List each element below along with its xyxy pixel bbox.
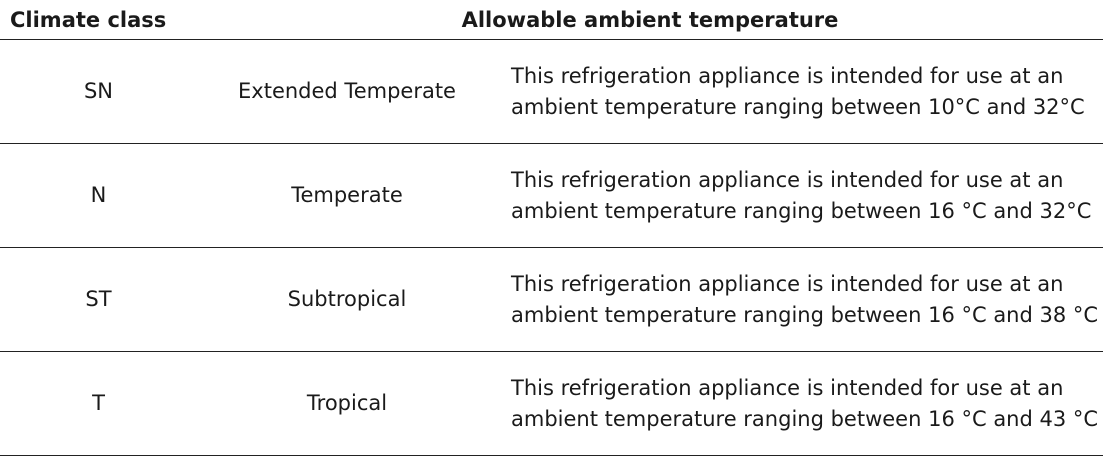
- class-name: Tropical: [197, 351, 497, 456]
- header-allowable-temperature: Allowable ambient temperature: [197, 0, 1103, 40]
- table-row: N Temperate This refrigeration appliance…: [0, 143, 1103, 248]
- class-description: This refrigeration appliance is intended…: [497, 143, 1103, 248]
- class-description: This refrigeration appliance is intended…: [497, 247, 1103, 352]
- header-climate-class: Climate class: [0, 0, 197, 40]
- table-row: SN Extended Temperate This refrigeration…: [0, 39, 1103, 144]
- class-code: ST: [0, 247, 197, 352]
- table-row: ST Subtropical This refrigeration applia…: [0, 247, 1103, 352]
- class-code: N: [0, 143, 197, 248]
- class-description: This refrigeration appliance is intended…: [497, 39, 1103, 144]
- class-name: Subtropical: [197, 247, 497, 352]
- header-row: Climate class Allowable ambient temperat…: [0, 0, 1103, 40]
- class-name: Temperate: [197, 143, 497, 248]
- class-description: This refrigeration appliance is intended…: [497, 351, 1103, 456]
- class-code: T: [0, 351, 197, 456]
- climate-class-table: Climate class Allowable ambient temperat…: [0, 0, 1103, 456]
- class-code: SN: [0, 39, 197, 144]
- table-row: T Tropical This refrigeration appliance …: [0, 351, 1103, 456]
- class-name: Extended Temperate: [197, 39, 497, 144]
